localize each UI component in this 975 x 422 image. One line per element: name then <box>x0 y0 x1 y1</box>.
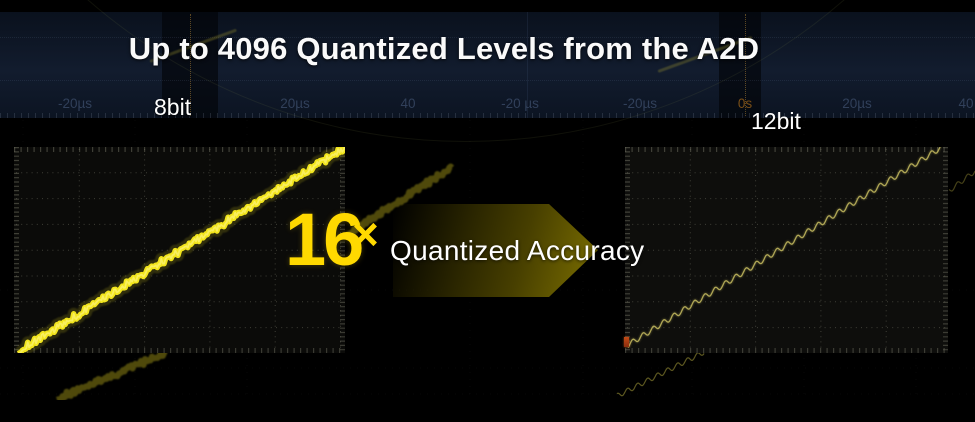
time-axis-ticks <box>0 113 975 118</box>
times-symbol: × <box>352 208 379 260</box>
bottom-black-bar <box>0 400 975 422</box>
time-axis-label: -20 µs <box>501 96 539 111</box>
page-title: Up to 4096 Quantized Levels from the A2D <box>128 31 760 66</box>
time-axis-label: 20µs <box>280 96 310 111</box>
time-axis-label: 20µs <box>842 96 872 111</box>
scope-panel-12bit <box>625 147 948 353</box>
time-axis-label: 40 <box>958 96 974 111</box>
background-arc-trace <box>0 0 975 142</box>
time-axis-label: 0s <box>737 96 753 111</box>
time-axis-label: 40 <box>400 96 416 111</box>
callout-label: Quantized Accuracy <box>390 235 645 266</box>
multiplier-value: 16 <box>285 198 364 281</box>
left-panel-bit-label: 8bit <box>154 94 192 120</box>
trigger-level-marker <box>624 337 629 347</box>
right-panel-bit-label: 12bit <box>751 108 801 134</box>
time-axis-label: -20µs <box>622 96 658 111</box>
background-scope-band: -20µs 20µs 40 -20 µs -20µs 0s 20µs 40 <box>0 0 975 142</box>
time-axis-label: -20µs <box>57 96 93 111</box>
scope-panel-8bit <box>14 147 345 353</box>
